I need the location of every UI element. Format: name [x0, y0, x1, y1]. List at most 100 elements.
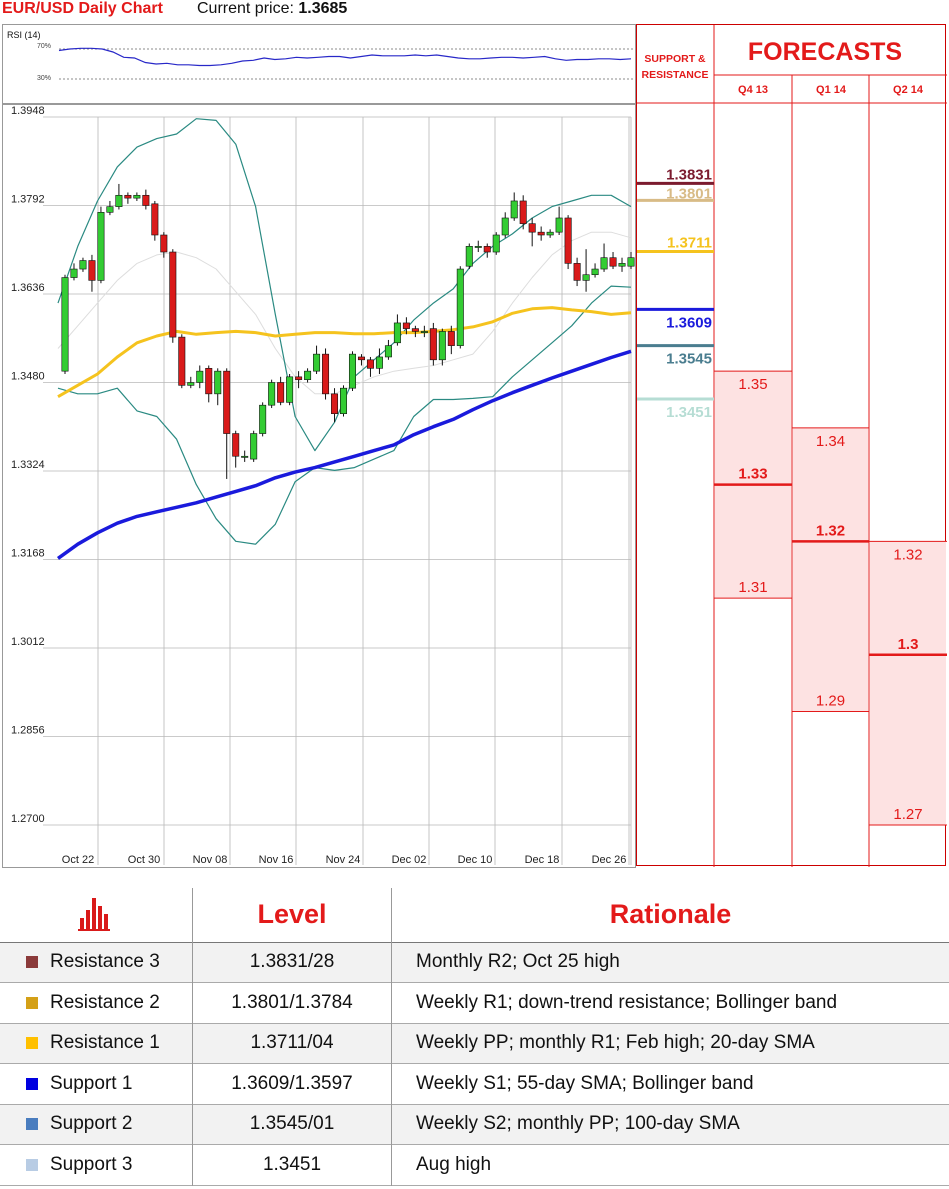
candle-body — [151, 203, 159, 236]
x-tick-label: Dec 02 — [392, 854, 427, 866]
rsi-line — [58, 47, 632, 67]
y-tick-label: 1.2700 — [11, 813, 45, 825]
candle-body — [88, 260, 96, 281]
candle-body — [187, 382, 195, 386]
candle-body — [510, 200, 518, 219]
candle — [375, 348, 383, 374]
y-tick-label: 1.3168 — [11, 548, 45, 560]
level-name: Resistance 1 — [50, 1032, 160, 1054]
forecast-plot: SUPPORT & RESISTANCE FORECASTS Q4 13 Q1 14 Q2… — [637, 25, 947, 867]
forecast-col-label: Q2 14 — [893, 84, 924, 96]
level-rationale: Weekly S2; monthly PP; 100-day SMA — [416, 1113, 740, 1135]
candle-body — [169, 251, 177, 338]
candle-body — [393, 322, 401, 344]
level-rationale: Aug high — [416, 1153, 492, 1175]
candle — [627, 252, 635, 270]
level-color-swatch — [26, 1037, 38, 1050]
candle-body — [600, 257, 608, 270]
y-tick-label: 1.3324 — [11, 459, 45, 471]
row-name-cell: Resistance 1 — [0, 1023, 193, 1064]
forecast-mid-label: 1.32 — [816, 522, 845, 539]
row-name-cell: Support 1 — [0, 1063, 193, 1104]
candle-body — [555, 217, 563, 233]
level-header: Level — [192, 888, 392, 942]
levels-table-grid: Level Rationale Resistance 3 1.3831/28 Mon… — [0, 888, 949, 1186]
rationale-header: Rationale — [609, 899, 732, 930]
candle-body — [348, 353, 356, 389]
candle — [528, 217, 536, 247]
y-tick-label: 1.3012 — [11, 636, 45, 648]
candle-body — [483, 246, 491, 253]
candle — [591, 263, 599, 278]
candle — [483, 243, 491, 258]
candle-body — [474, 246, 482, 248]
candle — [357, 354, 365, 366]
candle-body — [537, 231, 545, 236]
level-name: Resistance 2 — [50, 991, 160, 1013]
rsi-panel: RSI (14) 70% 30% — [2, 24, 636, 104]
y-tick-label: 1.3636 — [11, 282, 45, 294]
forecast-high-label: 1.32 — [893, 546, 922, 563]
candle — [286, 373, 294, 406]
candle-body — [627, 257, 635, 267]
forecast-high-label: 1.35 — [738, 376, 767, 393]
candle — [97, 206, 105, 284]
table-row: Resistance 1 1.3711/04 Weekly PP; monthly … — [0, 1023, 949, 1064]
candle — [609, 252, 617, 270]
level-value: 1.3451 — [192, 1144, 392, 1185]
candle-body — [160, 234, 168, 253]
forecast-col-label: Q4 13 — [738, 84, 768, 96]
candle — [205, 365, 213, 403]
candle-body — [232, 433, 240, 457]
candle — [88, 254, 96, 292]
levels-table: Level Rationale Resistance 3 1.3831/28 Mon… — [0, 888, 949, 1186]
sr-level-label: 1.3545 — [666, 351, 712, 368]
candle-body — [591, 268, 599, 276]
current-price: Current price: 1.3685 — [197, 0, 347, 20]
sr-level-label: 1.3451 — [666, 404, 712, 421]
rsi-plot — [58, 47, 633, 80]
current-price-value: 1.3685 — [298, 0, 348, 17]
candle — [259, 402, 267, 437]
level-color-swatch — [26, 996, 38, 1009]
sr-level-label: 1.3801 — [666, 185, 712, 202]
candle — [331, 388, 339, 423]
x-tick-label: Oct 30 — [128, 854, 160, 866]
candle-body — [366, 359, 374, 369]
row-name-cell: Resistance 3 — [0, 942, 193, 983]
candle — [61, 274, 69, 374]
price-chart: 1.3948 1.3792 1.3636 1.3480 1.3324 1.3168 1.30… — [2, 104, 636, 868]
candle-body — [196, 370, 204, 383]
candle — [384, 339, 392, 360]
candle-body — [304, 370, 312, 380]
candle-body — [573, 263, 581, 281]
level-value: 1.3711/04 — [192, 1023, 392, 1064]
candle-body — [241, 455, 249, 458]
row-name-cell: Support 3 — [0, 1144, 193, 1185]
candle-body — [322, 353, 330, 395]
candle — [178, 334, 186, 389]
candle-body — [582, 274, 590, 281]
candle-body — [402, 322, 410, 329]
candle-body — [295, 376, 303, 380]
candle-body — [420, 331, 428, 333]
candle — [474, 240, 482, 253]
current-price-label: Current price: — [197, 0, 294, 17]
candle — [223, 368, 231, 479]
x-tick-label: Oct 22 — [62, 854, 94, 866]
candle — [214, 368, 222, 406]
forecast-panel: SUPPORT & RESISTANCE FORECASTS Q4 13 Q1 14 Q2… — [636, 24, 947, 867]
row-name-cell: Support 2 — [0, 1104, 193, 1145]
candle-body — [259, 404, 267, 434]
candle-body — [250, 433, 258, 460]
candle-body — [465, 246, 473, 267]
x-tick-label: Nov 16 — [259, 854, 294, 866]
sr-title-2: RESISTANCE — [642, 69, 709, 81]
candle — [438, 328, 446, 366]
y-tick-label: 1.3480 — [11, 371, 45, 383]
candle-body — [546, 231, 554, 236]
candle — [519, 195, 527, 230]
candle — [151, 200, 159, 241]
sr-level-label: 1.3831 — [666, 166, 712, 183]
level-name: Support 1 — [50, 1072, 133, 1094]
